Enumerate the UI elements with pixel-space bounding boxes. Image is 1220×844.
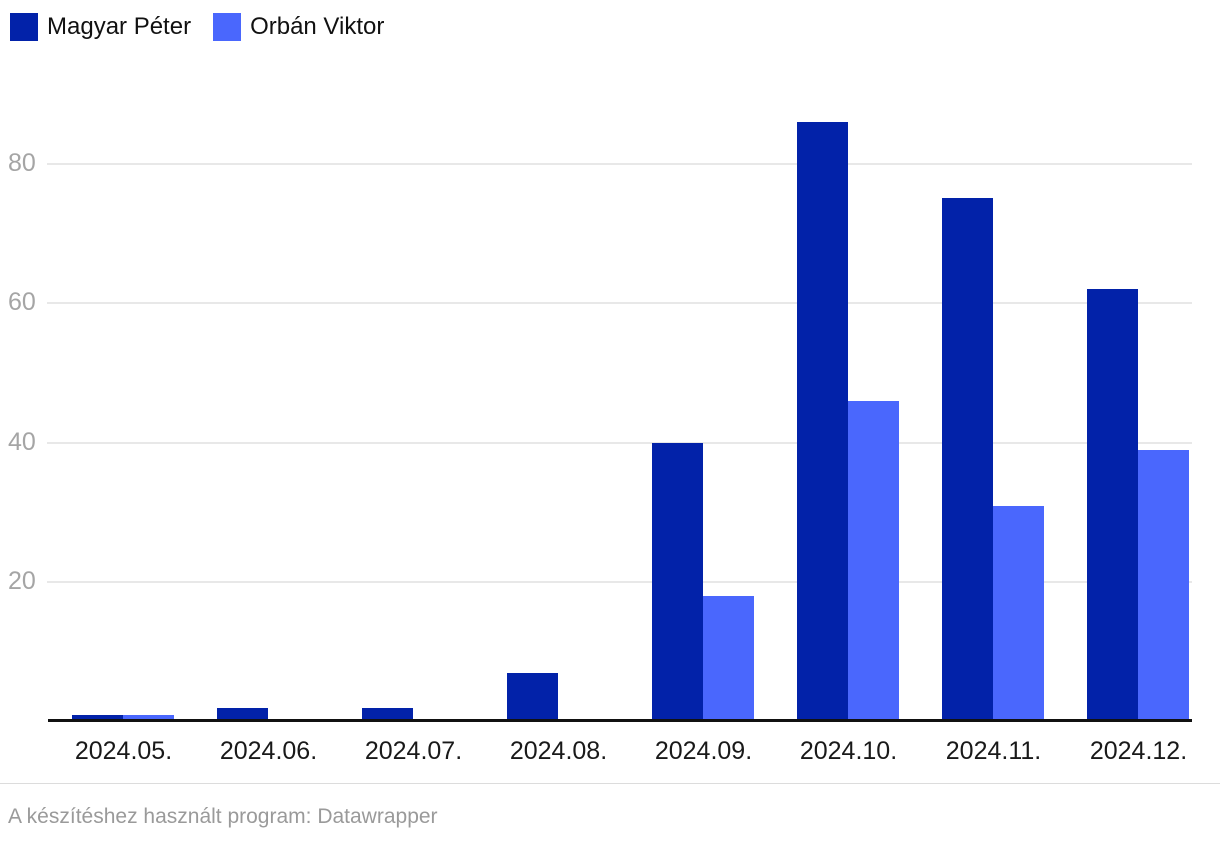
x-axis-label-2024-08: 2024.08. <box>509 737 608 765</box>
bar-orban-viktor-2024-05[interactable] <box>123 715 174 722</box>
y-axis-label-60: 60 <box>8 288 36 316</box>
bar-orban-viktor-2024-09[interactable] <box>703 596 754 722</box>
x-axis-label-2024-10: 2024.10. <box>799 737 898 765</box>
x-axis-label-2024-12: 2024.12. <box>1089 737 1188 765</box>
legend-swatch-orban-viktor <box>213 13 242 41</box>
bar-magyar-peter-2024-11[interactable] <box>942 198 993 722</box>
legend-swatch-magyar-peter <box>10 13 38 41</box>
gridline-40 <box>47 442 1192 444</box>
legend-label-orban-viktor: Orbán Viktor <box>250 13 385 40</box>
x-axis-label-2024-11: 2024.11. <box>945 737 1042 765</box>
x-axis-label-2024-09: 2024.09. <box>654 737 753 765</box>
gridline-20 <box>47 581 1192 583</box>
footer-divider <box>0 783 1220 784</box>
bar-magyar-peter-2024-12[interactable] <box>1087 289 1138 722</box>
x-axis-label-2024-07: 2024.07. <box>364 737 463 765</box>
y-axis-label-20: 20 <box>8 567 36 595</box>
bar-orban-viktor-2024-10[interactable] <box>848 401 899 722</box>
attribution-text: A készítéshez használt program: Datawrap… <box>8 805 438 828</box>
bar-orban-viktor-2024-11[interactable] <box>993 506 1044 722</box>
legend-label-magyar-peter: Magyar Péter <box>47 13 192 40</box>
bar-magyar-peter-2024-06[interactable] <box>217 708 268 722</box>
chart-footer: A készítéshez használt program: Datawrap… <box>8 805 438 829</box>
legend: Magyar Péter Orbán Viktor <box>10 13 384 41</box>
bar-magyar-peter-2024-10[interactable] <box>797 122 848 722</box>
x-axis-line <box>48 719 1192 722</box>
y-axis-label-40: 40 <box>8 428 36 456</box>
bar-magyar-peter-2024-09[interactable] <box>652 443 703 722</box>
legend-item-magyar-peter: Magyar Péter <box>10 13 191 41</box>
gridline-80 <box>47 163 1192 165</box>
x-axis-label-2024-06: 2024.06. <box>219 737 318 765</box>
y-axis-label-80: 80 <box>8 149 36 177</box>
x-axis-label-2024-05: 2024.05. <box>74 737 173 765</box>
bar-magyar-peter-2024-07[interactable] <box>362 708 413 722</box>
legend-item-orban-viktor: Orbán Viktor <box>213 13 384 41</box>
bar-magyar-peter-2024-08[interactable] <box>507 673 558 722</box>
bar-orban-viktor-2024-12[interactable] <box>1138 450 1189 722</box>
bar-magyar-peter-2024-05[interactable] <box>72 715 123 722</box>
gridline-60 <box>47 302 1192 304</box>
